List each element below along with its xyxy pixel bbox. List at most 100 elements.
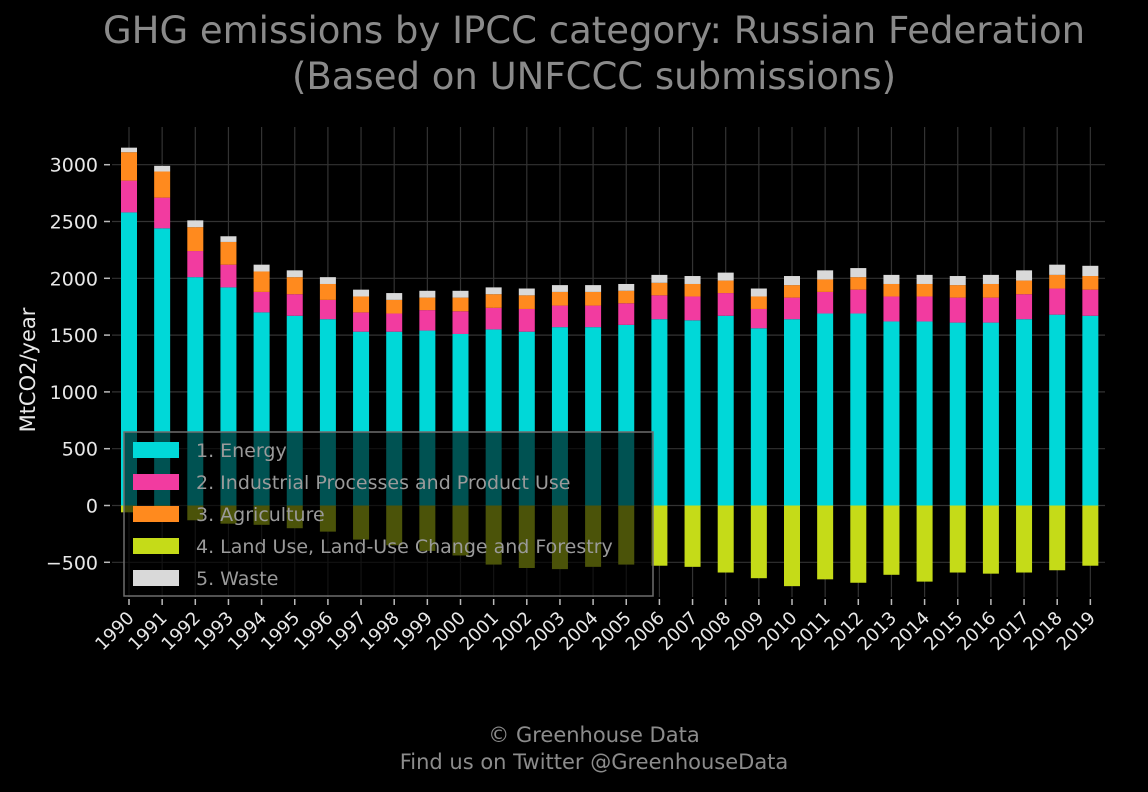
bar-segment [121, 147, 137, 153]
bar-segment [121, 152, 137, 181]
legend-label: 4. Land Use, Land-Use Change and Forestr… [196, 536, 613, 558]
bar-segment [319, 277, 336, 284]
y-tick-label: 500 [62, 439, 98, 461]
bar-segment [684, 505, 701, 567]
bar-segment [452, 290, 469, 298]
bar-segment [850, 268, 867, 278]
y-tick-label: 1000 [50, 382, 98, 404]
bar-segment [1016, 270, 1033, 281]
bar-segment [750, 328, 767, 506]
legend-swatch [133, 506, 179, 522]
bar-segment [551, 285, 568, 292]
bar-segment [1016, 294, 1033, 320]
bar-segment [817, 270, 834, 280]
bar-segment [916, 296, 933, 322]
bar-segment [551, 305, 568, 328]
bar-segment [1082, 315, 1099, 506]
bar-segment [353, 289, 370, 297]
bar-segment [286, 294, 303, 316]
bar-segment [353, 312, 370, 332]
y-tick-label: 2500 [50, 212, 98, 234]
x-tick-label: 2019 [1053, 608, 1100, 655]
y-tick-label: 1500 [50, 325, 98, 347]
bar-segment [419, 310, 436, 331]
bar-segment [419, 290, 436, 298]
bar-segment [817, 291, 834, 314]
bar-segment [651, 295, 668, 320]
chart-title-line1: GHG emissions by IPCC category: Russian … [102, 9, 1086, 52]
bar-segment [485, 287, 502, 295]
bar-segment [684, 283, 701, 297]
bar-segment [949, 285, 966, 298]
bar-segment [187, 227, 204, 252]
bar-segment [717, 272, 734, 281]
y-tick-label: 2000 [50, 268, 98, 290]
bar-segment [684, 276, 701, 284]
bar-segment [750, 505, 767, 579]
bar-segment [220, 264, 237, 288]
bar-segment [684, 296, 701, 321]
bar-segment [618, 290, 635, 304]
bar-segment [319, 299, 336, 320]
y-tick-label: 3000 [50, 155, 98, 177]
y-axis-label: MtCO2/year [16, 307, 40, 432]
bar-segment [618, 283, 635, 291]
y-tick-label: −500 [46, 552, 98, 574]
bar-segment [154, 165, 171, 172]
bar-segment [1082, 276, 1099, 290]
bar-segment [253, 291, 270, 313]
bar-segment [253, 271, 270, 292]
legend-swatch [133, 474, 179, 490]
bar-segment [386, 293, 403, 300]
bar-segment [1049, 288, 1066, 315]
bar-segment [817, 505, 834, 580]
bar-segment [286, 277, 303, 295]
legend-label: 3. Agriculture [196, 504, 325, 526]
bar-segment [121, 180, 137, 213]
bar-segment [717, 280, 734, 294]
bar-segment [883, 505, 900, 575]
bar-segment [850, 505, 867, 583]
bar-segment [916, 505, 933, 582]
bar-segment [319, 283, 336, 300]
bar-segment [220, 241, 237, 265]
bar-segment [154, 171, 171, 198]
bar-segment [717, 293, 734, 316]
bar-segment [386, 313, 403, 332]
bar-segment [187, 220, 204, 228]
bar-segment [916, 274, 933, 284]
bar-segment [585, 285, 602, 292]
bar-segment [154, 197, 171, 229]
bar-segment [883, 321, 900, 506]
bar-segment [618, 303, 635, 325]
bar-segment [784, 276, 800, 286]
bar-segment [1082, 289, 1099, 316]
bar-segment [419, 297, 436, 311]
bar-segment [1082, 265, 1099, 277]
bar-segment [518, 308, 535, 332]
chart-title: GHG emissions by IPCC category: Russian … [0, 8, 1148, 100]
bar-segment [1016, 319, 1033, 506]
bar-segment [651, 274, 668, 283]
bar-segment [750, 296, 767, 309]
bar-segment [784, 319, 800, 506]
bar-segment [485, 294, 502, 308]
bar-segment [883, 283, 900, 297]
bar-segment [750, 308, 767, 329]
bar-segment [850, 289, 867, 314]
bar-segment [784, 505, 800, 587]
bar-segment [551, 291, 568, 306]
bar-segment [916, 321, 933, 506]
bar-segment [585, 305, 602, 328]
bar-segment [518, 295, 535, 309]
legend-swatch [133, 538, 179, 554]
bar-segment [883, 274, 900, 284]
bar-segment [253, 264, 270, 272]
bar-segment [949, 276, 966, 286]
footer: © Greenhouse Data Find us on Twitter @Gr… [0, 722, 1148, 776]
chart-title-line2: (Based on UNFCCC submissions) [291, 55, 897, 98]
bar-segment [949, 297, 966, 323]
bar-segment [850, 313, 867, 506]
legend: 1. Energy 2. Industrial Processes and Pro… [123, 431, 654, 597]
bar-segment [949, 505, 966, 573]
